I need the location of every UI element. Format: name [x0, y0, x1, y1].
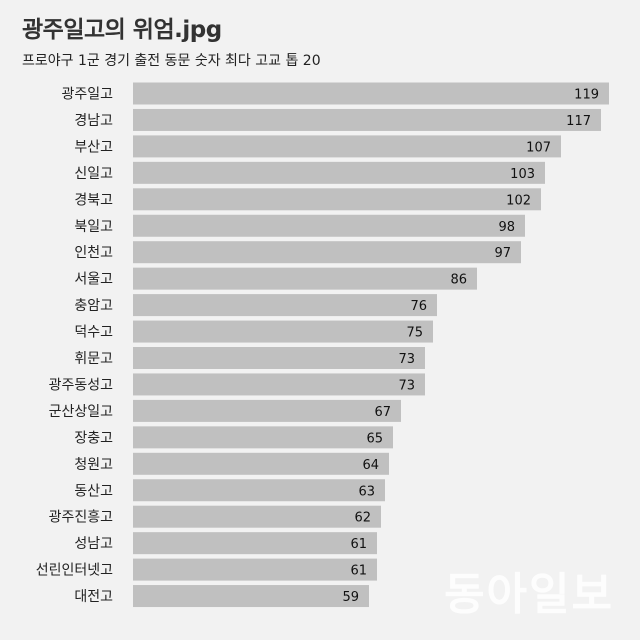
bar-20: [133, 585, 369, 608]
category-label: 인천고: [74, 245, 113, 261]
data-label: 98: [498, 220, 515, 235]
data-label: 86: [450, 273, 467, 288]
bar-13: [133, 399, 401, 422]
chart-subtitle: 프로야구 1군 경기 출전 동문 숫자 최다 고교 톱 20: [22, 53, 321, 69]
bar-3: [133, 135, 561, 158]
data-label: 73: [398, 378, 415, 393]
category-label: 동산고: [74, 483, 113, 499]
category-label: 덕수고: [74, 325, 113, 341]
chart-title: 광주일고의 위엄.jpg: [22, 17, 222, 43]
category-label: 대전고: [74, 589, 113, 605]
data-label: 119: [574, 88, 599, 103]
category-label: 충암고: [74, 298, 113, 314]
bar-11: [133, 347, 425, 369]
category-label: 경남고: [74, 113, 113, 129]
data-label: 64: [362, 458, 379, 473]
data-label: 103: [510, 167, 535, 182]
category-label: 선린인터넷고: [36, 563, 113, 579]
bar-16: [133, 479, 385, 502]
data-label: 65: [366, 431, 383, 446]
data-label: 61: [350, 537, 367, 552]
bar-9: [133, 294, 437, 317]
watermark-logo: 동아일보: [444, 569, 614, 620]
data-label: 107: [526, 140, 551, 155]
category-label: 성남고: [74, 536, 113, 552]
category-label: 군산상일고: [49, 404, 114, 420]
bar-5: [133, 188, 541, 211]
data-label: 97: [494, 246, 511, 261]
category-label: 부산고: [74, 139, 113, 155]
category-label: 신일고: [74, 166, 113, 182]
data-label: 67: [374, 405, 391, 420]
data-label: 59: [342, 590, 359, 605]
data-label: 63: [358, 484, 375, 499]
data-label: 102: [506, 193, 531, 208]
bar-18: [133, 532, 377, 555]
bar-15: [133, 452, 389, 475]
bar-7: [133, 241, 521, 264]
bar-8: [133, 267, 477, 290]
category-label: 광주진흥고: [49, 510, 114, 526]
data-label: 117: [566, 114, 591, 129]
category-label: 경북고: [74, 192, 113, 208]
data-label: 75: [406, 326, 423, 341]
bar-17: [133, 505, 381, 528]
data-label: 61: [350, 564, 367, 579]
category-label: 청원고: [74, 457, 113, 473]
bar-12: [133, 373, 425, 396]
bar-4: [133, 161, 545, 184]
bar-14: [133, 426, 393, 449]
bar-1: [133, 82, 609, 105]
data-label: 76: [410, 299, 427, 314]
category-label: 서울고: [74, 272, 113, 288]
data-label: 73: [398, 352, 415, 367]
bar-19: [133, 558, 377, 581]
category-label: 장충고: [74, 430, 113, 446]
category-label: 북일고: [74, 219, 113, 235]
category-label: 광주일고: [61, 87, 113, 103]
data-label: 62: [354, 511, 371, 526]
bar-10: [133, 320, 433, 343]
category-label: 광주동성고: [49, 377, 114, 393]
bar-2: [133, 108, 601, 131]
bar-6: [133, 214, 525, 237]
category-label: 휘문고: [74, 351, 113, 367]
